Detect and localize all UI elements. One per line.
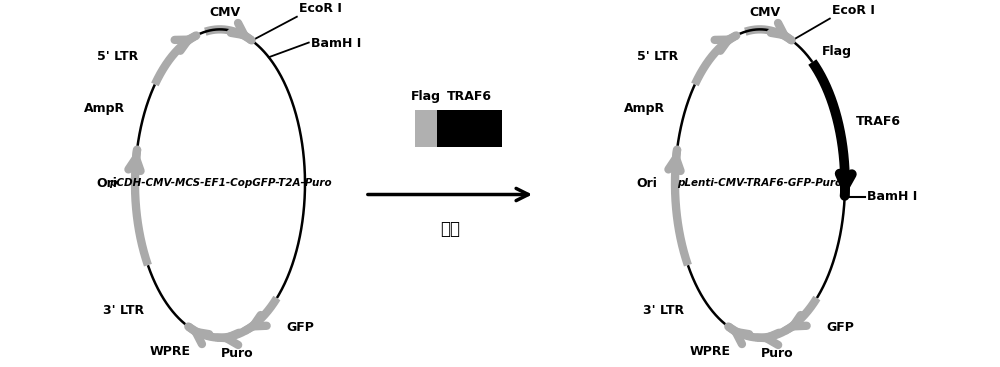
Text: Flag: Flag xyxy=(411,90,441,103)
Text: 5' LTR: 5' LTR xyxy=(97,50,138,63)
Text: TRAF6: TRAF6 xyxy=(447,90,492,103)
Text: EcoR I: EcoR I xyxy=(299,2,342,15)
Text: pCDH-CMV-MCS-EF1-CopGFP-T2A-Puro: pCDH-CMV-MCS-EF1-CopGFP-T2A-Puro xyxy=(109,178,331,189)
Bar xyxy=(437,110,502,147)
Text: CMV: CMV xyxy=(209,6,241,19)
Text: AmpR: AmpR xyxy=(624,102,665,115)
Text: pLenti-CMV-TRAF6-GFP-Puro: pLenti-CMV-TRAF6-GFP-Puro xyxy=(677,178,843,189)
Text: 3' LTR: 3' LTR xyxy=(643,304,684,317)
Bar xyxy=(415,110,437,147)
Text: Flag: Flag xyxy=(822,45,852,58)
Text: 3' LTR: 3' LTR xyxy=(103,304,144,317)
Text: TRAF6: TRAF6 xyxy=(856,115,901,128)
Text: BamH I: BamH I xyxy=(867,190,917,203)
Text: WPRE: WPRE xyxy=(150,345,191,358)
Text: EcoR I: EcoR I xyxy=(832,4,875,17)
Text: Ori: Ori xyxy=(636,177,657,190)
Text: 插入: 插入 xyxy=(440,220,460,238)
Text: 5' LTR: 5' LTR xyxy=(637,50,678,63)
Text: AmpR: AmpR xyxy=(84,102,125,115)
Text: Ori: Ori xyxy=(96,177,117,190)
Text: CMV: CMV xyxy=(749,6,781,19)
Text: BamH I: BamH I xyxy=(311,37,361,50)
Text: Puro: Puro xyxy=(761,347,793,360)
Text: GFP: GFP xyxy=(287,321,315,334)
Text: GFP: GFP xyxy=(827,321,855,334)
Text: Puro: Puro xyxy=(221,347,253,360)
Text: WPRE: WPRE xyxy=(690,345,731,358)
